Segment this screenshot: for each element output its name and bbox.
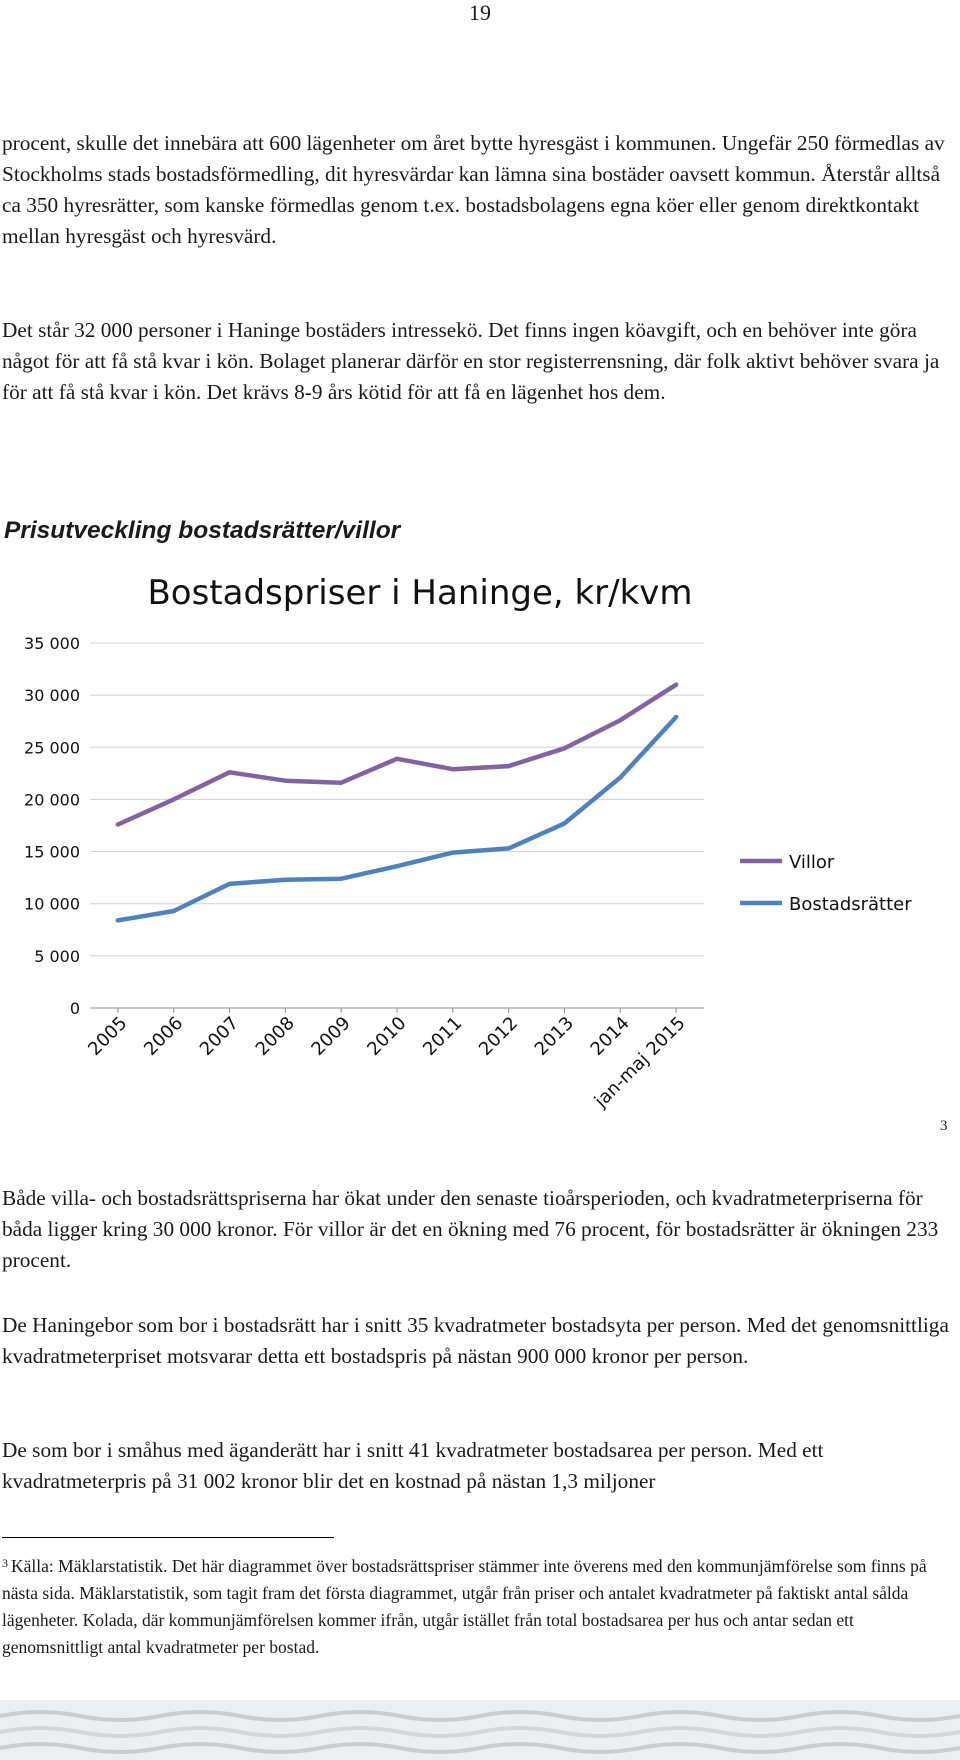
decorative-wave-band — [0, 1700, 960, 1760]
x-tick-label: 2008 — [252, 1013, 299, 1060]
paragraph-text: De Haningebor som bor i bostadsrätt har … — [2, 1313, 949, 1368]
data-point — [506, 846, 511, 851]
data-point — [395, 864, 399, 869]
x-tick-label: 2012 — [475, 1013, 522, 1060]
paragraph-text: Det står 32 000 personer i Haninge bostä… — [2, 318, 940, 404]
y-tick-label: 20 000 — [24, 790, 80, 809]
data-point — [395, 756, 399, 761]
y-tick-label: 15 000 — [24, 843, 80, 862]
series-line — [115, 682, 679, 827]
chart-title: Bostadspriser i Haninge, kr/kvm — [147, 573, 692, 613]
x-tick-label: 2010 — [363, 1013, 410, 1060]
data-point — [618, 718, 623, 723]
y-tick-label: 5 000 — [34, 947, 80, 966]
footnote-marker: 3 — [2, 1556, 8, 1570]
data-point — [227, 770, 232, 775]
footnote-text: Källa: Mäklarstatistik. Det här diagramm… — [2, 1556, 927, 1657]
x-tick-label: 2009 — [307, 1013, 354, 1060]
data-point — [115, 822, 120, 827]
x-tick-label: 2005 — [84, 1013, 131, 1060]
body-paragraph: De som bor i småhus med äganderätt har i… — [2, 1435, 952, 1497]
footnote-reference: 3 — [940, 1118, 948, 1134]
data-point — [339, 780, 344, 785]
data-point — [618, 775, 623, 780]
data-point — [674, 682, 679, 687]
data-point — [171, 909, 176, 914]
footnote: 3 Källa: Mäklarstatistik. Det här diagram… — [2, 1550, 950, 1661]
x-tick-label: 2007 — [196, 1013, 243, 1060]
paragraph-text: procent, skulle det innebära att 600 läg… — [2, 131, 945, 248]
body-paragraph: Både villa- och bostadsrättspriserna har… — [2, 1183, 952, 1276]
price-line-chart: Bostadspriser i Haninge, kr/kvm 0 5 000 10… — [24, 573, 912, 1112]
data-point — [227, 881, 232, 886]
body-paragraph: procent, skulle det innebära att 600 läg… — [2, 128, 952, 252]
footnote-divider — [2, 1537, 334, 1538]
y-tick-label: 0 — [70, 999, 80, 1018]
data-point — [450, 767, 455, 772]
data-point — [674, 715, 679, 720]
data-point — [339, 876, 344, 881]
paragraph-text: De som bor i småhus med äganderätt har i… — [2, 1438, 824, 1493]
y-tick-label: 25 000 — [24, 738, 80, 757]
x-tick-label: 2006 — [140, 1013, 187, 1060]
body-paragraph: Det står 32 000 personer i Haninge bostä… — [2, 315, 952, 408]
y-tick-label: 30 000 — [24, 686, 80, 705]
data-point — [115, 918, 120, 923]
data-point — [283, 877, 288, 882]
y-tick-label: 35 000 — [24, 634, 80, 653]
section-heading: Prisutveckling bostadsrätter/villor — [4, 517, 401, 544]
legend-label: Villor — [789, 852, 835, 873]
data-point — [562, 821, 567, 826]
page-number: 19 — [469, 0, 491, 25]
x-tick-label: 2014 — [587, 1013, 634, 1060]
data-point — [506, 764, 511, 769]
x-tick-label: 2013 — [531, 1013, 578, 1060]
legend-label: Bostadsrätter — [789, 894, 912, 915]
data-point — [171, 797, 176, 802]
data-point — [450, 850, 455, 855]
x-tick-label: 2011 — [419, 1013, 466, 1060]
y-tick-label: 10 000 — [24, 895, 80, 914]
data-point — [562, 746, 567, 751]
paragraph-text: Både villa- och bostadsrättspriserna har… — [2, 1186, 939, 1272]
body-paragraph: De Haningebor som bor i bostadsrätt har … — [2, 1310, 952, 1372]
data-point — [283, 778, 288, 783]
